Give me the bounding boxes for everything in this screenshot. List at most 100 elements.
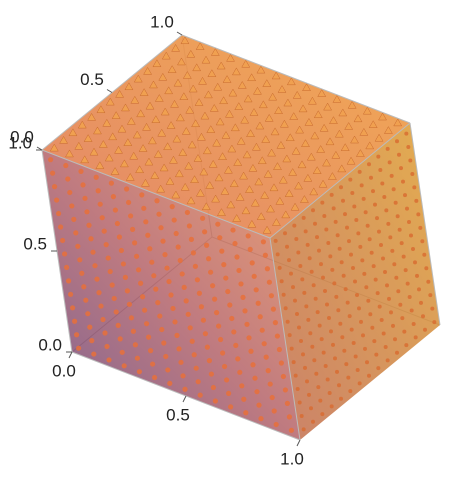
tick-mark	[296, 439, 301, 447]
cone	[241, 59, 251, 68]
cone	[109, 282, 115, 288]
cone	[240, 115, 250, 124]
cone	[161, 340, 167, 346]
cone	[84, 209, 90, 215]
cone	[226, 53, 235, 62]
cone	[132, 130, 142, 139]
cone	[337, 383, 341, 388]
cone	[371, 189, 375, 194]
cone	[333, 219, 338, 224]
cone	[227, 144, 237, 153]
cone	[293, 373, 298, 378]
cone	[393, 200, 398, 205]
cone	[179, 92, 189, 100]
cone	[286, 414, 292, 420]
cone	[215, 221, 221, 227]
cone	[145, 101, 155, 110]
cone	[331, 150, 341, 159]
cone	[162, 252, 168, 258]
cone	[281, 210, 291, 219]
cone	[336, 308, 341, 313]
cone	[113, 309, 119, 315]
cone	[89, 338, 95, 344]
cone	[321, 350, 326, 355]
cone	[143, 219, 149, 225]
cone	[136, 109, 146, 118]
cone	[242, 308, 248, 314]
cone	[385, 283, 389, 288]
cone	[413, 335, 418, 340]
cone	[282, 387, 288, 393]
cone	[352, 204, 357, 209]
cone	[124, 82, 134, 91]
cone	[185, 311, 191, 317]
cone	[115, 322, 121, 328]
cone	[124, 288, 130, 294]
cone	[215, 117, 225, 126]
cone	[243, 94, 253, 103]
cone	[123, 138, 133, 146]
cone	[247, 73, 257, 82]
cone	[117, 336, 123, 342]
cone	[75, 243, 81, 249]
cone	[153, 149, 163, 158]
cone	[180, 182, 190, 191]
tick-label: 1.0	[280, 449, 304, 468]
cone	[78, 168, 84, 174]
cone	[56, 210, 62, 217]
cone	[409, 308, 414, 313]
cone	[259, 327, 265, 333]
cone	[161, 51, 171, 60]
cone	[303, 173, 313, 182]
cone	[319, 262, 323, 267]
cone	[175, 113, 185, 122]
cone	[291, 146, 301, 155]
cone	[152, 374, 158, 381]
cone	[102, 330, 108, 336]
cone	[321, 275, 325, 280]
cone	[378, 168, 383, 173]
tick-label: 0.5	[166, 405, 190, 424]
cone	[64, 264, 70, 270]
cone	[260, 239, 266, 245]
cone	[362, 271, 367, 276]
cone	[126, 199, 132, 206]
cone	[399, 166, 403, 171]
cone	[295, 387, 300, 392]
cone	[190, 250, 196, 256]
cone	[172, 319, 178, 325]
cone	[396, 289, 401, 294]
cone	[200, 111, 210, 120]
cone	[233, 342, 239, 348]
cone	[202, 229, 208, 235]
cone	[279, 119, 289, 128]
cone	[100, 316, 106, 323]
cone	[182, 70, 192, 79]
cone	[212, 296, 218, 302]
cone	[363, 210, 368, 215]
cone	[263, 169, 273, 178]
cone	[200, 317, 206, 323]
cone	[103, 242, 109, 248]
cone	[355, 149, 365, 157]
cone	[271, 218, 281, 226]
cone	[266, 204, 275, 213]
cone	[110, 167, 120, 175]
cone	[104, 343, 110, 350]
cone	[167, 65, 177, 73]
cone	[138, 280, 144, 286]
cone	[170, 305, 176, 312]
cone	[186, 196, 196, 205]
cone	[329, 116, 338, 124]
cone	[294, 181, 303, 190]
cone	[359, 183, 364, 188]
cone	[267, 381, 273, 387]
cone	[366, 298, 371, 303]
cone	[227, 302, 233, 308]
cone	[287, 333, 292, 338]
cone	[184, 161, 194, 170]
tick-mark	[68, 351, 73, 359]
cone	[278, 175, 288, 184]
cone	[239, 383, 245, 389]
cone	[192, 263, 198, 269]
